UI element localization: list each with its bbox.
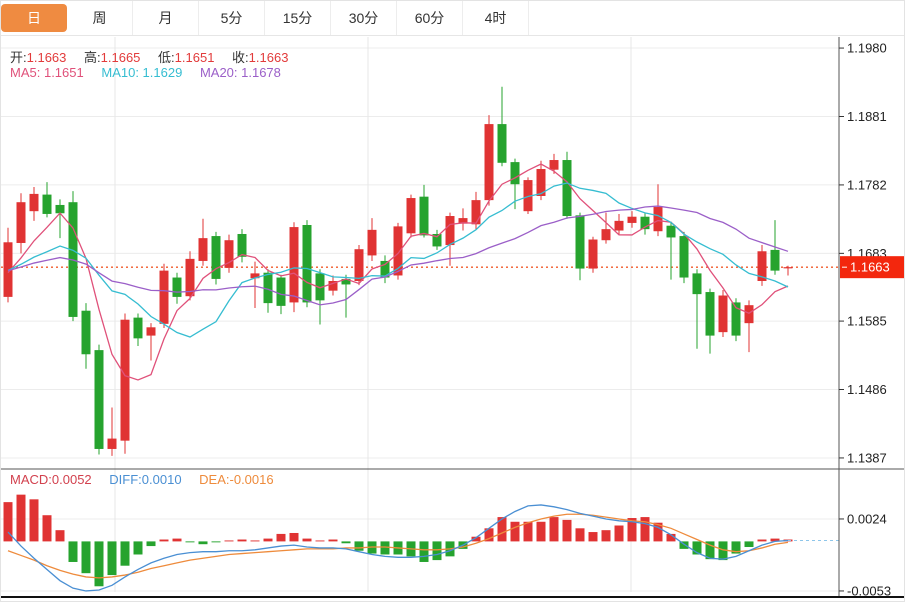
gridlines [1,37,839,592]
svg-text:1.1663: 1.1663 [850,260,890,275]
diff-value: DIFF:0.0010 [109,472,182,487]
ma5-line [7,163,789,381]
tab-60分[interactable]: 60分 [397,1,463,35]
ma20-value: MA20: 1.1678 [199,65,281,80]
svg-text:1.1387: 1.1387 [847,450,887,465]
macd-axis: 0.0024 -0.0053 [839,511,891,598]
dea-line [7,513,789,579]
ma10-value: MA10: 1.1629 [101,65,183,80]
macd-histogram [3,494,793,587]
ohlc-high: 高:1.1665 [84,50,141,65]
ma5-value: MA5: 1.1651 [10,65,84,80]
tab-30分[interactable]: 30分 [331,1,397,35]
last-price-tag: 1.1663 [840,256,904,279]
macd-value: MACD:0.0052 [10,472,92,487]
ohlc-open: 开:1.1663 [10,50,67,65]
tab-日[interactable]: 日 [1,4,67,32]
price-axis: 1.19801.18811.17821.16831.15851.14861.13… [839,41,887,465]
svg-text:1.1585: 1.1585 [847,314,887,329]
dea-value: DEA:-0.0016 [199,472,274,487]
diff-line [7,504,789,592]
svg-text:-0.0053: -0.0053 [847,583,891,598]
tab-月[interactable]: 月 [133,1,199,35]
svg-text:1.1782: 1.1782 [847,177,887,192]
ma-legend: MA5: 1.1651 MA10: 1.1629 MA20: 1.1678 [10,65,295,80]
ohlc-low: 低:1.1651 [158,50,215,65]
svg-text:1.1881: 1.1881 [847,109,887,124]
panel-borders [1,37,904,598]
macd-legend: MACD:0.0052 DIFF:0.0010 DEA:-0.0016 [10,472,288,487]
candles [3,86,793,456]
tab-5分[interactable]: 5分 [199,1,265,35]
tab-15分[interactable]: 15分 [265,1,331,35]
svg-text:1.1486: 1.1486 [847,382,887,397]
tab-周[interactable]: 周 [67,1,133,35]
svg-text:1.1980: 1.1980 [847,41,887,56]
ma10-line [7,182,789,338]
ma20-line [7,205,789,306]
ohlc-legend: 开:1.1663 高:1.1665 低:1.1651 收:1.1663 [10,47,302,66]
svg-text:0.0024: 0.0024 [847,511,887,526]
tab-4时[interactable]: 4时 [463,1,529,35]
timeframe-tabbar: 日周月 5分 15分 30分 60分 4时 [1,1,904,36]
ohlc-close: 收:1.1663 [232,50,289,65]
